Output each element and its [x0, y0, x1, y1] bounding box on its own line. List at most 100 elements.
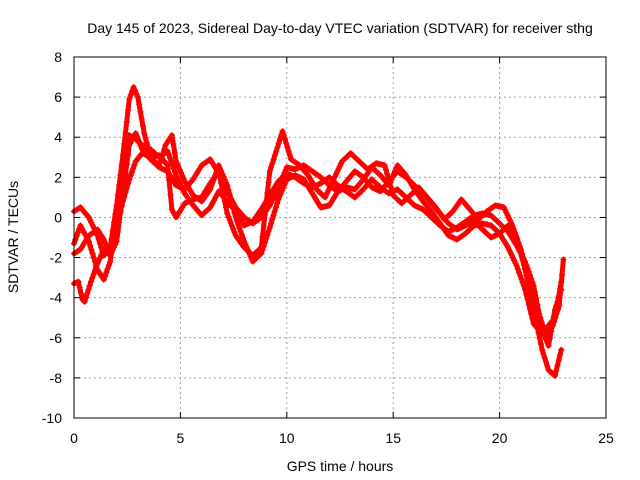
grid: [74, 57, 606, 418]
data-point: [215, 162, 222, 169]
data-point: [123, 185, 130, 192]
data-point: [541, 354, 548, 361]
data-point: [280, 132, 287, 139]
data-point: [266, 224, 273, 231]
data-point: [215, 168, 222, 175]
data-point: [276, 193, 283, 200]
data-point: [89, 275, 96, 281]
data-point: [273, 148, 280, 155]
data-point: [126, 96, 133, 103]
data-point: [118, 162, 125, 169]
data-point: [123, 161, 130, 168]
data-point: [280, 184, 287, 191]
y-tick-label: -4: [50, 290, 63, 306]
data-point: [557, 352, 563, 358]
data-point: [226, 191, 233, 198]
y-tick-label: -6: [50, 330, 63, 346]
data-point: [223, 179, 229, 186]
data-point: [285, 148, 292, 155]
x-tick-label: 0: [70, 430, 78, 446]
data-point: [551, 372, 558, 379]
data-point: [75, 278, 82, 285]
data-point: [139, 123, 146, 129]
data-point: [554, 362, 561, 369]
y-tick-label: -2: [50, 250, 63, 266]
data-point: [521, 259, 528, 266]
series-trace-1: [71, 132, 565, 349]
data-point: [122, 129, 129, 136]
data-point: [132, 87, 138, 94]
data-point: [232, 214, 239, 221]
series-trace: [71, 130, 564, 379]
data-point: [179, 172, 186, 179]
data-point: [125, 151, 132, 158]
data-point: [94, 260, 101, 267]
data-point: [271, 208, 278, 215]
data-point: [275, 140, 282, 147]
data-point: [97, 240, 103, 247]
data-point: [141, 130, 148, 137]
data-point: [73, 233, 80, 240]
data-point: [180, 175, 187, 182]
data-point: [549, 322, 556, 329]
x-tick-label: 10: [279, 430, 295, 446]
x-tick-label: 25: [598, 430, 614, 446]
data-point: [263, 201, 270, 207]
data-point: [128, 169, 135, 176]
data-point: [121, 141, 128, 147]
data-point: [277, 190, 284, 197]
data-point: [76, 284, 83, 291]
data-point: [555, 357, 562, 364]
data-point: [81, 298, 88, 305]
data-point: [530, 289, 536, 296]
data-point: [111, 234, 117, 241]
data-point: [257, 251, 263, 258]
data-point: [522, 286, 529, 293]
data-point: [524, 296, 531, 303]
data-point: [389, 173, 396, 180]
data-point: [531, 293, 538, 300]
data-point: [82, 294, 89, 301]
data-point: [122, 171, 129, 178]
x-tick-label: 5: [177, 430, 185, 446]
data-point: [89, 250, 96, 257]
data-point: [557, 287, 564, 294]
data-point: [107, 252, 114, 259]
data-point: [279, 128, 286, 135]
data-point: [206, 205, 212, 212]
data-point: [272, 204, 279, 211]
data-point: [136, 101, 143, 108]
data-point: [392, 168, 398, 174]
data-point: [282, 136, 288, 143]
data-point: [230, 205, 237, 212]
data-point: [114, 217, 121, 224]
data-point: [103, 269, 110, 276]
data-point: [274, 144, 281, 151]
data-point: [265, 228, 272, 235]
data-point: [286, 152, 293, 159]
data-point: [520, 255, 527, 262]
data-point: [105, 251, 112, 258]
data-point: [125, 180, 132, 187]
data-point: [385, 175, 392, 182]
data-point: [95, 257, 102, 264]
data-point: [257, 245, 263, 252]
series-trace: [71, 132, 564, 349]
data-point: [113, 222, 120, 229]
data-point: [90, 271, 97, 278]
data-point: [514, 236, 521, 243]
data-point: [543, 358, 549, 365]
data-point: [515, 239, 522, 246]
data-point: [513, 232, 519, 239]
data-point: [132, 130, 139, 137]
data-point: [175, 164, 182, 170]
data-point: [138, 115, 145, 122]
data-point: [268, 164, 275, 171]
data-point: [545, 342, 552, 349]
data-point: [165, 151, 172, 158]
data-point: [225, 213, 232, 220]
data-point: [93, 264, 100, 271]
data-point: [390, 170, 397, 177]
data-point: [167, 155, 174, 162]
data-point: [537, 341, 544, 348]
